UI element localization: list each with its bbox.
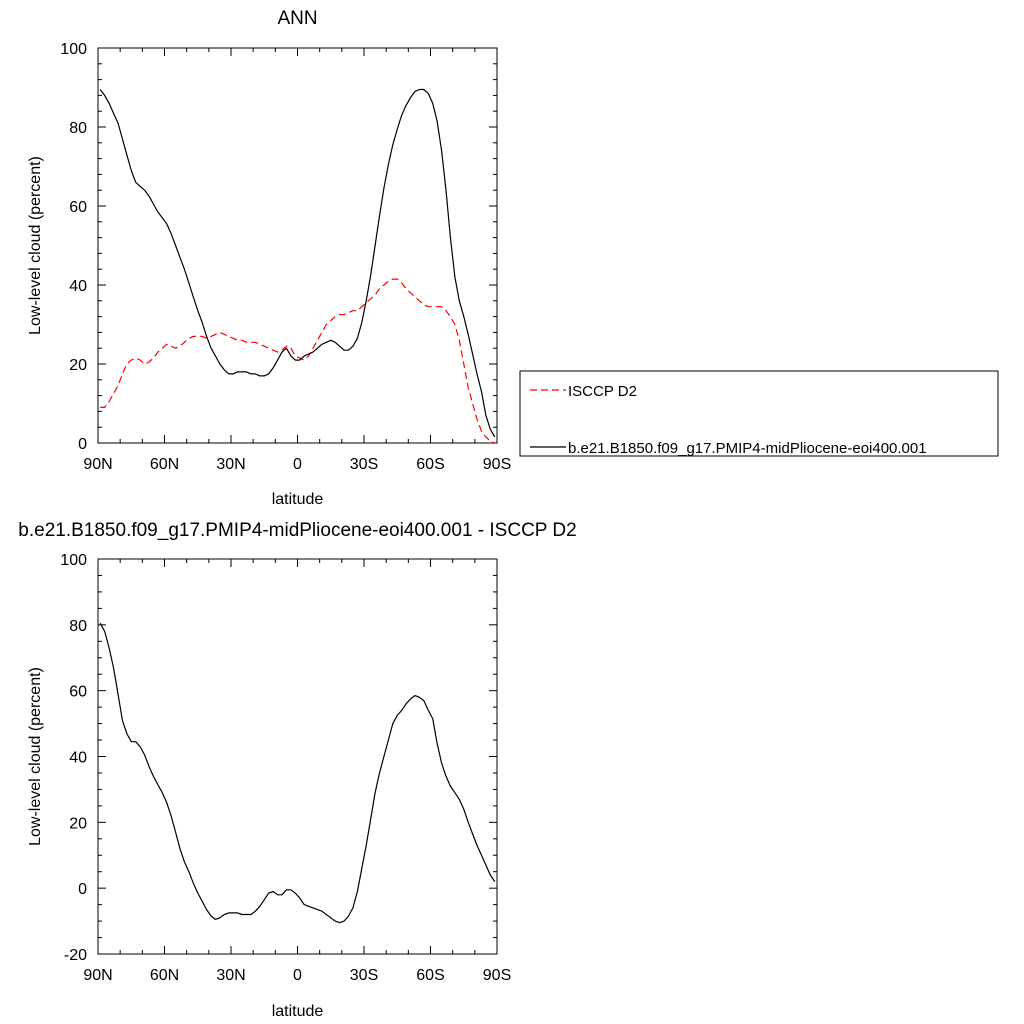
y-tick-label: 100 [60,41,87,58]
series-line-1 [99,88,496,438]
y-tick-label: -20 [64,947,87,964]
y-tick-label: 0 [78,881,87,898]
y-tick-label: 40 [69,750,87,767]
x-axis-label: latitude [272,491,324,508]
x-tick-label: 90N [83,967,112,984]
y-tick-label: 100 [60,552,87,569]
top-panel: ANN 0 20 40 60 80 100 90N 60N 30N 0 30S 60S 90S latitu… [27,8,999,508]
series-line-0 [99,622,496,924]
x-tick-label: 0 [293,456,302,473]
chart-title: ANN [277,8,317,29]
x-tick-label: 0 [293,967,302,984]
chart-title: b.e21.B1850.f09_g17.PMIP4-midPliocene-eo… [18,520,576,541]
y-axis-label: Low-level cloud (percent) [27,156,44,335]
y-tick-label: 60 [69,684,87,701]
y-axis-label: Low-level cloud (percent) [27,667,44,846]
x-tick-label: 60S [416,456,444,473]
y-tick-label: 60 [69,199,87,216]
legend-box [519,370,999,457]
x-axis-label: latitude [272,1003,324,1020]
x-tick-label: 90S [483,967,511,984]
x-tick-label: 30N [216,967,245,984]
legend-label-0: ISCCP D2 [568,383,637,400]
y-tick-label: 0 [78,436,87,453]
x-tick-label: 60N [150,456,179,473]
x-tick-label: 60N [150,967,179,984]
y-tick-label: 20 [69,815,87,832]
x-tick-label: 30S [350,456,378,473]
plot-frame [97,47,498,444]
y-tick-label: 40 [69,278,87,295]
bottom-panel: b.e21.B1850.f09_g17.PMIP4-midPliocene-eo… [18,520,576,1020]
y-tick-label: 80 [69,120,87,137]
y-tick-label: 20 [69,357,87,374]
x-tick-label: 60S [416,967,444,984]
legend-label-1: b.e21.B1850.f09_g17.PMIP4-midPliocene-eo… [568,440,927,457]
x-tick-label: 30N [216,456,245,473]
y-tick-label: 80 [69,618,87,635]
series-line-0 [100,278,496,444]
x-tick-label: 30S [350,967,378,984]
legend: ISCCP D2 b.e21.B1850.f09_g17.PMIP4-midPli… [519,370,999,457]
x-tick-label: 90N [83,456,112,473]
x-tick-label: 90S [483,456,511,473]
